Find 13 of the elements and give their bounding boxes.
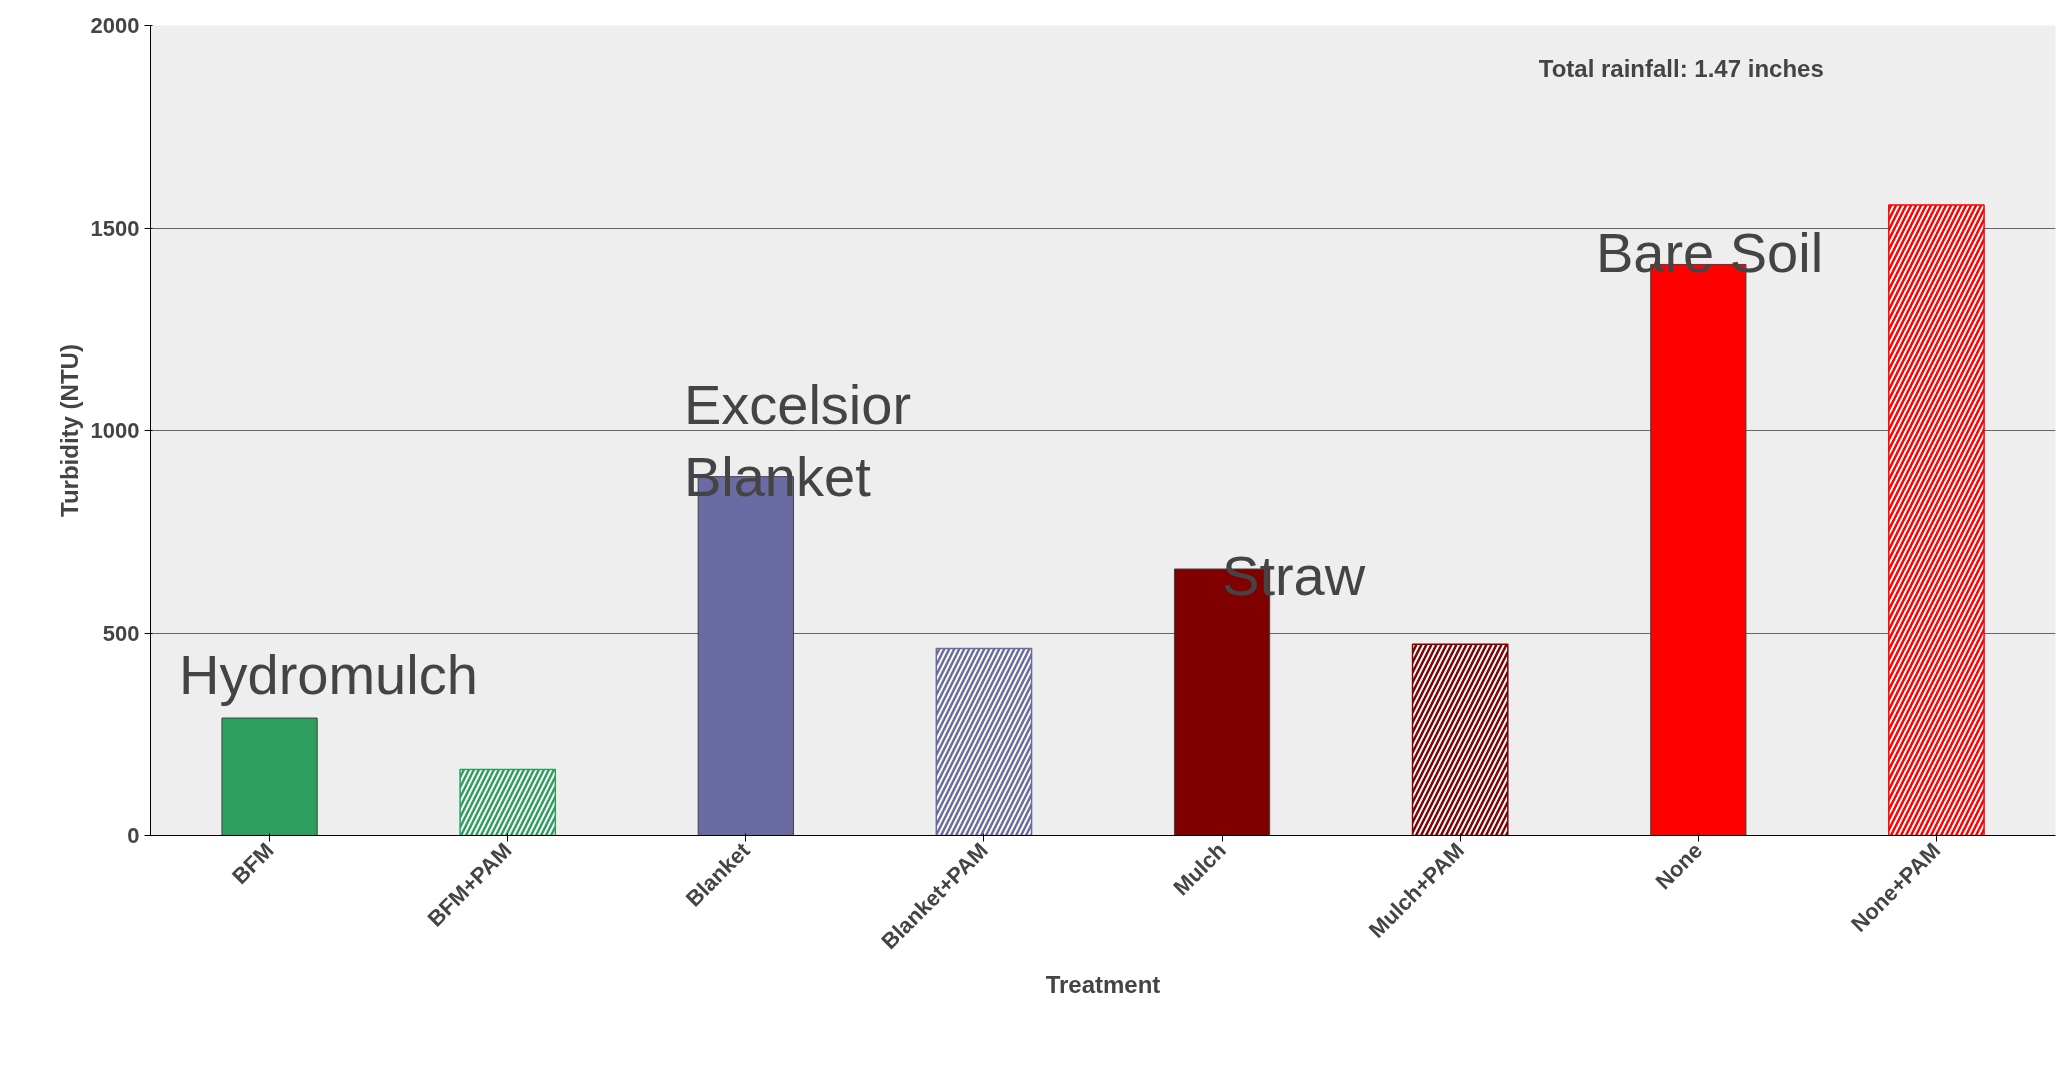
y-axis-title: Turbidity (NTU) (55, 344, 83, 517)
y-tick-label: 2000 (90, 13, 140, 38)
x-axis-title: Treatment (1045, 970, 1161, 998)
annotation: Total rainfall: 1.47 inches (1538, 55, 1824, 83)
y-tick-label: 1500 (90, 215, 140, 241)
y-tick-label: 1000 (90, 418, 140, 443)
annotation: Straw (1222, 544, 1366, 608)
annotation: Hydromulch (179, 642, 478, 706)
annotation: Bare Soil (1595, 220, 1824, 284)
annotation: Excelsior Blanket (683, 372, 912, 509)
y-tick-label: 500 (102, 620, 140, 646)
y-tick-label: 0 (127, 823, 140, 848)
bar (221, 717, 318, 836)
